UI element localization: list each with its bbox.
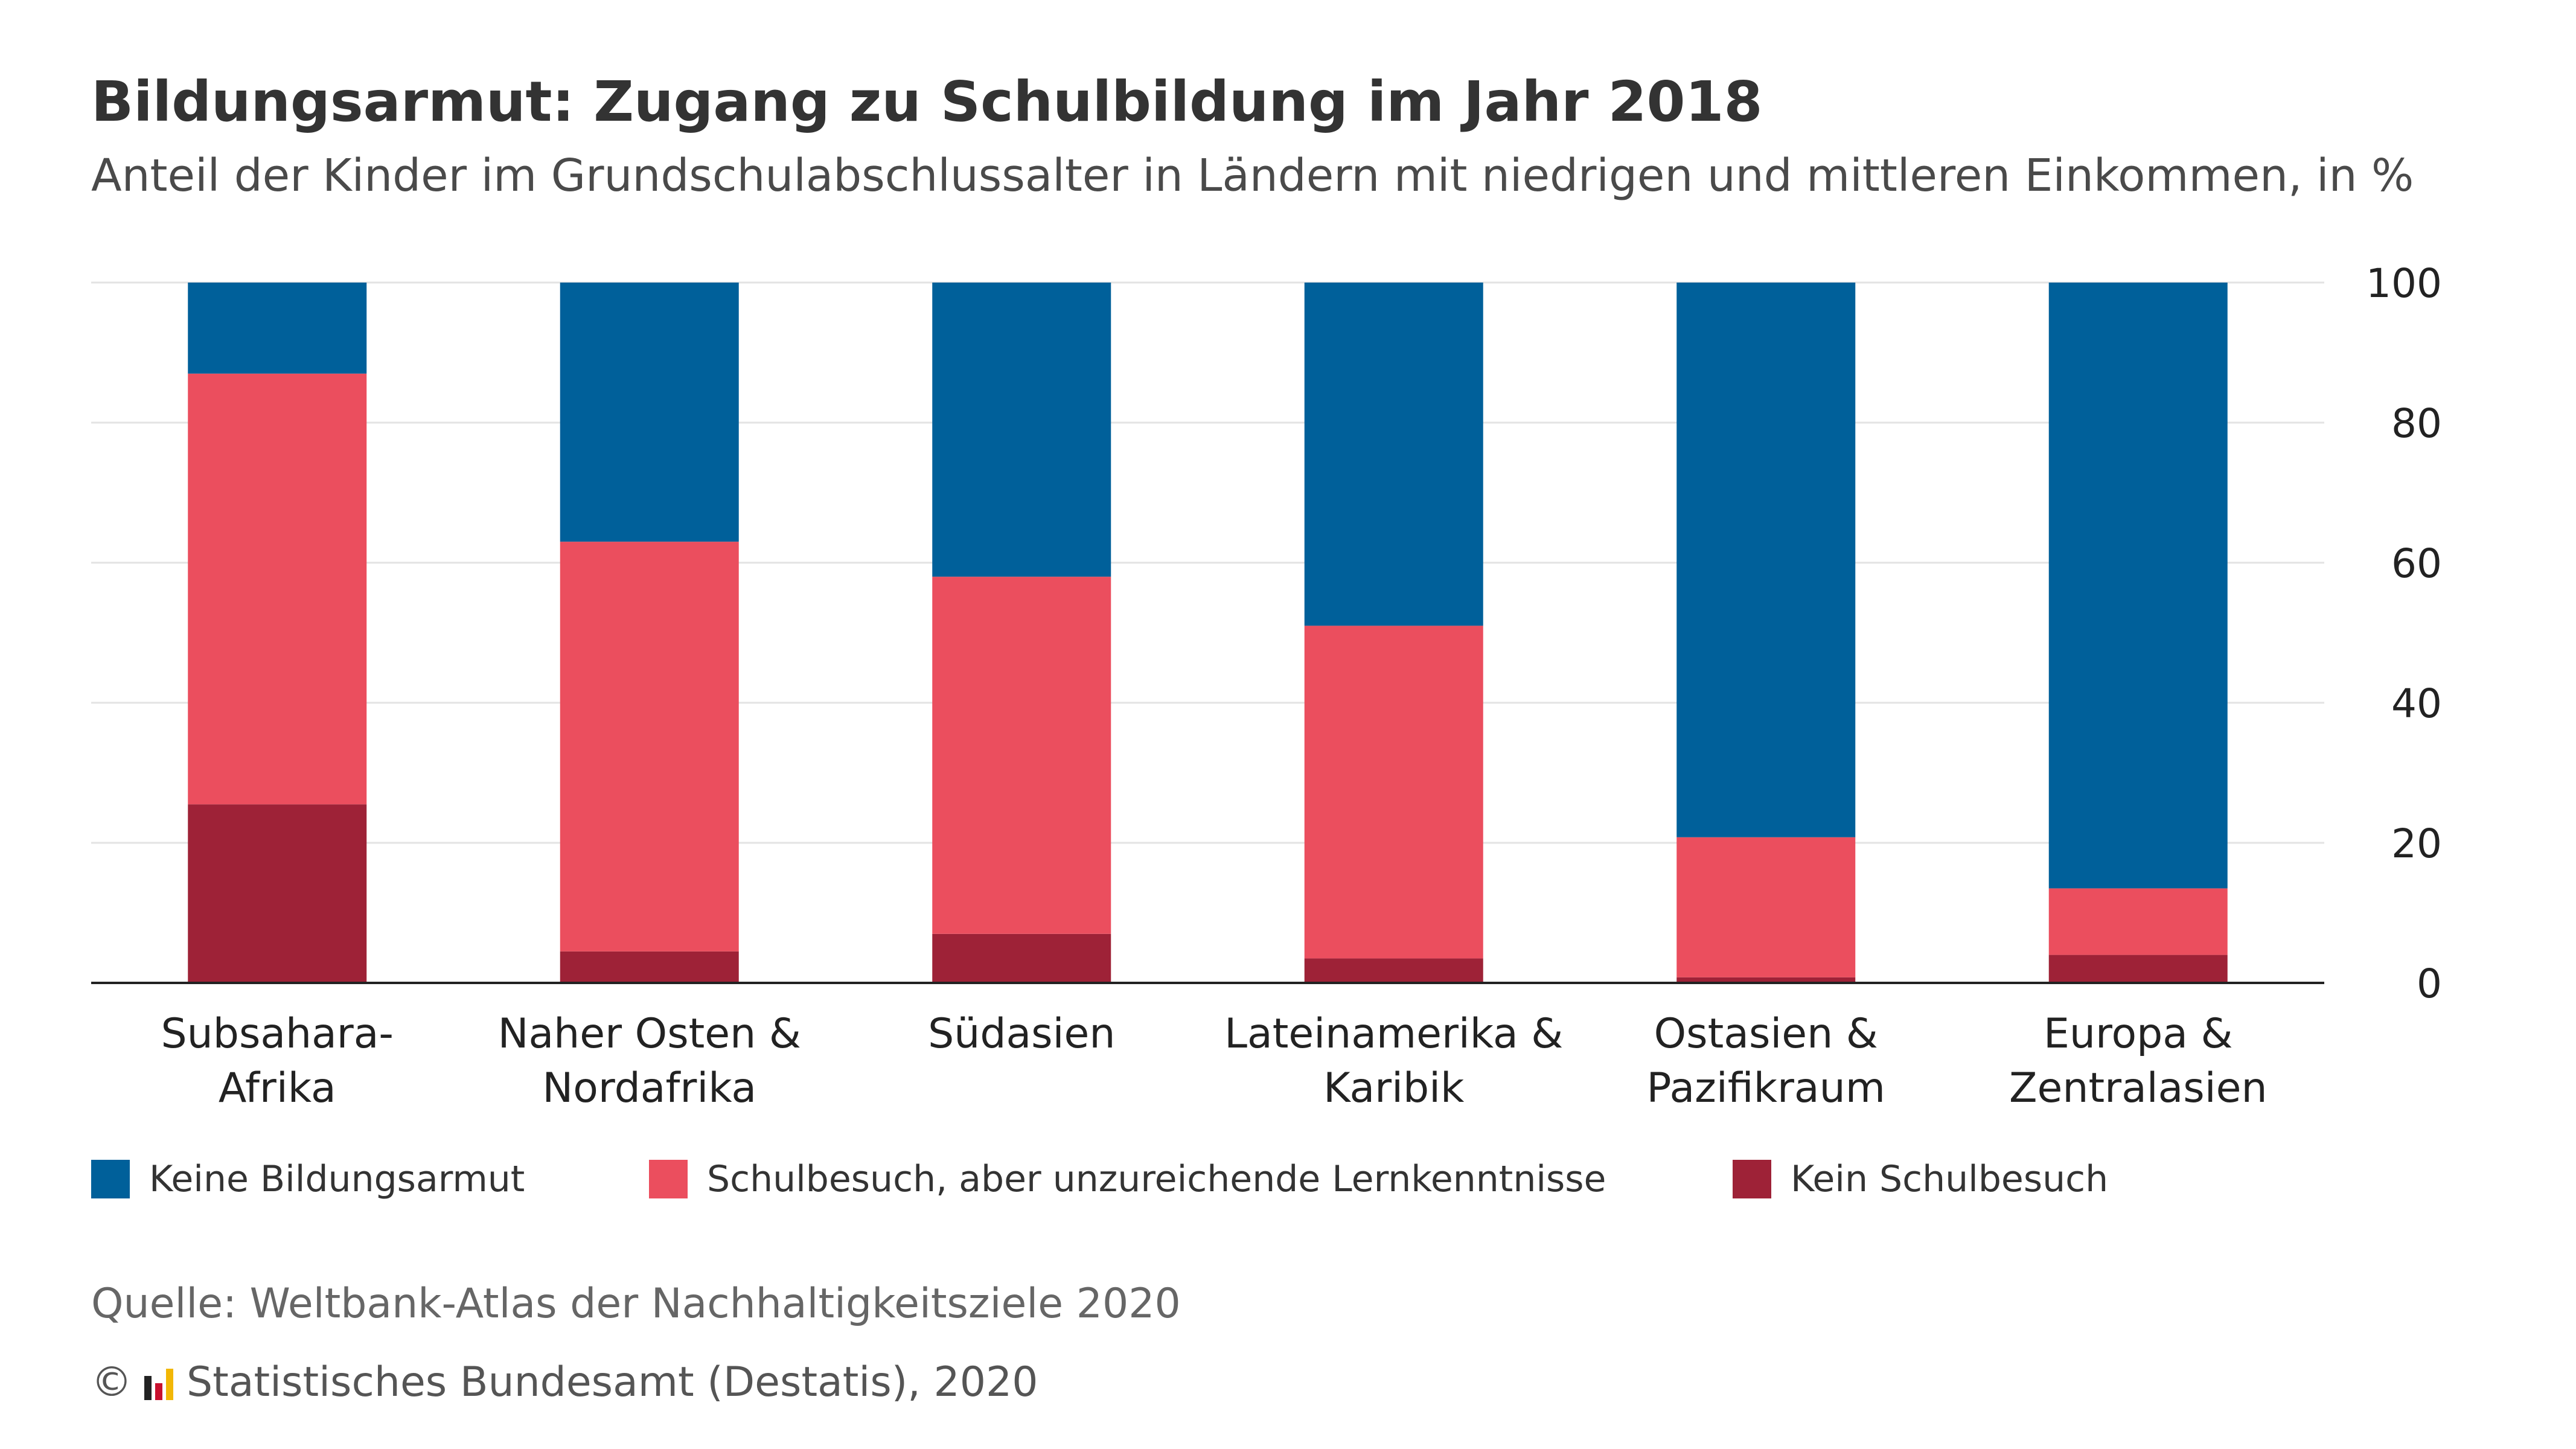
legend: Keine Bildungsarmut Schulbesuch, aber un… [91, 1158, 2108, 1200]
legend-swatch [649, 1160, 688, 1198]
copyright-text: Statistisches Bundesamt (Destatis), 2020 [187, 1358, 1038, 1406]
bar-segment [188, 804, 367, 983]
x-category-label: Lateinamerika & Karibik [1224, 1010, 1563, 1112]
copyright-symbol: © [91, 1358, 132, 1406]
x-category-label: Ostasien & Pazifikraum [1647, 1010, 1885, 1112]
y-tick-label: 60 [2391, 540, 2442, 587]
y-tick-label: 20 [2391, 820, 2442, 867]
y-tick-label: 100 [2366, 260, 2442, 307]
legend-swatch [1733, 1160, 1771, 1198]
copyright-line: © Statistisches Bundesamt (Destatis), 20… [91, 1358, 1038, 1406]
y-tick-label: 80 [2391, 400, 2442, 447]
legend-item-kein-schulbesuch: Kein Schulbesuch [1733, 1158, 2108, 1200]
bar-segment [188, 373, 367, 805]
bar-segment [2048, 283, 2228, 889]
x-category-label: Naher Osten & Nordafrika [498, 1010, 801, 1112]
bar-segment [932, 283, 1111, 577]
bar-segment [932, 933, 1111, 983]
legend-label: Schulbesuch, aber unzureichende Lernkenn… [707, 1158, 1606, 1200]
bar-segment [1676, 977, 1856, 983]
legend-item-keine-bildungsarmut: Keine Bildungsarmut [91, 1158, 649, 1200]
legend-swatch [91, 1160, 130, 1198]
stacked-bar-chart: 0 20 40 60 80 100 Subsahara-Afrika Naher Osten … [91, 260, 2442, 1112]
bar-segment [560, 951, 739, 983]
chart-title: Bildungsarmut: Zugang zu Schulbildung im… [91, 69, 1763, 134]
legend-item-unzureichende-lernkenntnisse: Schulbesuch, aber unzureichende Lernkenn… [649, 1158, 1733, 1200]
bar-segment [1304, 283, 1483, 626]
y-tick-label: 0 [2417, 961, 2442, 1007]
source-note: Quelle: Weltbank-Atlas der Nachhaltigkei… [91, 1280, 1181, 1328]
bar-segment [1304, 625, 1483, 959]
bar-segment [1304, 958, 1483, 983]
legend-label: Keine Bildungsarmut [149, 1158, 525, 1200]
bar-segment [188, 283, 367, 374]
bar-segment [2048, 888, 2228, 955]
x-category-label: Südasien [928, 1010, 1115, 1058]
bar-segment [1676, 283, 1856, 837]
x-category-label: Europa & Zentralasien [2009, 1010, 2268, 1112]
bar-segment [2048, 955, 2228, 983]
legend-label: Kein Schulbesuch [1791, 1158, 2109, 1200]
destatis-logo-icon [144, 1365, 177, 1400]
bar-segment [560, 283, 739, 542]
y-tick-label: 40 [2391, 680, 2442, 727]
bar-segment [932, 577, 1111, 934]
bar-segment [560, 542, 739, 952]
x-category-label: Subsahara-Afrika [161, 1010, 394, 1112]
bar-segment [1676, 837, 1856, 977]
chart-subtitle: Anteil der Kinder im Grundschulabschluss… [91, 150, 2414, 202]
